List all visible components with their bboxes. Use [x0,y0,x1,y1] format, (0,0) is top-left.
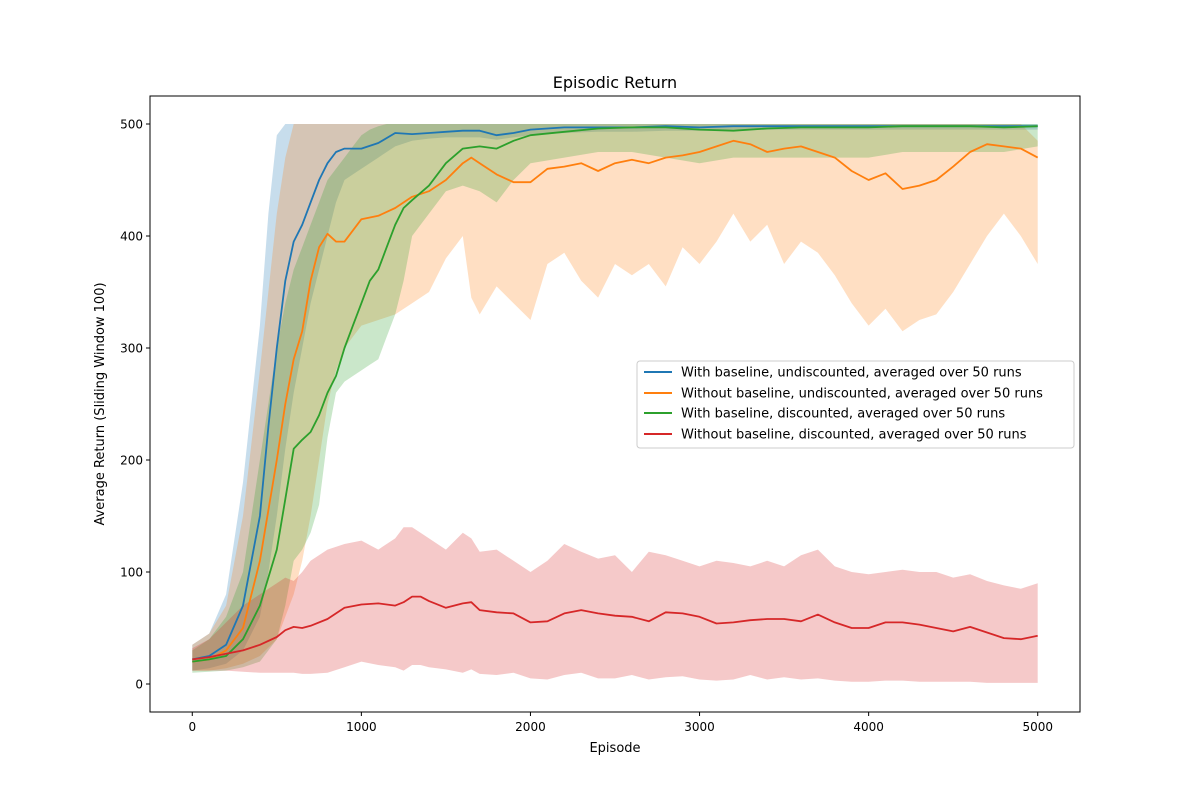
legend-label-4: Without baseline, discounted, averaged o… [681,428,1027,443]
y-tick-label: 200 [120,454,143,468]
y-axis-label: Average Return (Sliding Window 100) [93,282,108,525]
plot-frame [149,95,1081,713]
x-tick-label: 1000 [346,720,377,734]
x-tick-label: 4000 [853,720,884,734]
y-tick-label: 100 [120,566,143,580]
legend: With baseline, undiscounted, averaged ov… [636,360,1075,449]
legend-label-2: Without baseline, undiscounted, averaged… [681,387,1043,402]
series-3-band [192,124,1038,673]
series-1-band [192,124,1038,671]
series-2-line [192,139,1039,663]
x-tick-label: 0 [188,720,196,734]
x-tick-label: 2000 [515,720,546,734]
x-tick-label: 5000 [1022,720,1053,734]
x-axis-ticks: 0 1000 2000 3000 4000 5000 [188,712,1053,734]
y-tick-label: 500 [120,118,143,132]
x-tick-label: 3000 [684,720,715,734]
mean-lines [192,125,1039,663]
confidence-bands [192,124,1038,683]
series-1-line [192,125,1038,661]
y-axis-ticks: 0 100 200 300 400 500 [120,118,150,692]
legend-box [636,360,1075,449]
y-tick-label: 400 [120,230,143,244]
legend-label-1: With baseline, undiscounted, averaged ov… [681,366,1022,381]
series-4-band [192,527,1038,683]
x-axis-label: Episode [589,741,640,756]
y-tick-label: 0 [135,678,143,692]
series-2-band [192,124,1038,671]
series-3-line [192,125,1038,663]
chart-title: Episodic Return [553,73,677,92]
legend-label-3: With baseline, discounted, averaged over… [681,407,1005,422]
series-4-line [192,595,1038,661]
y-tick-label: 300 [120,342,143,356]
